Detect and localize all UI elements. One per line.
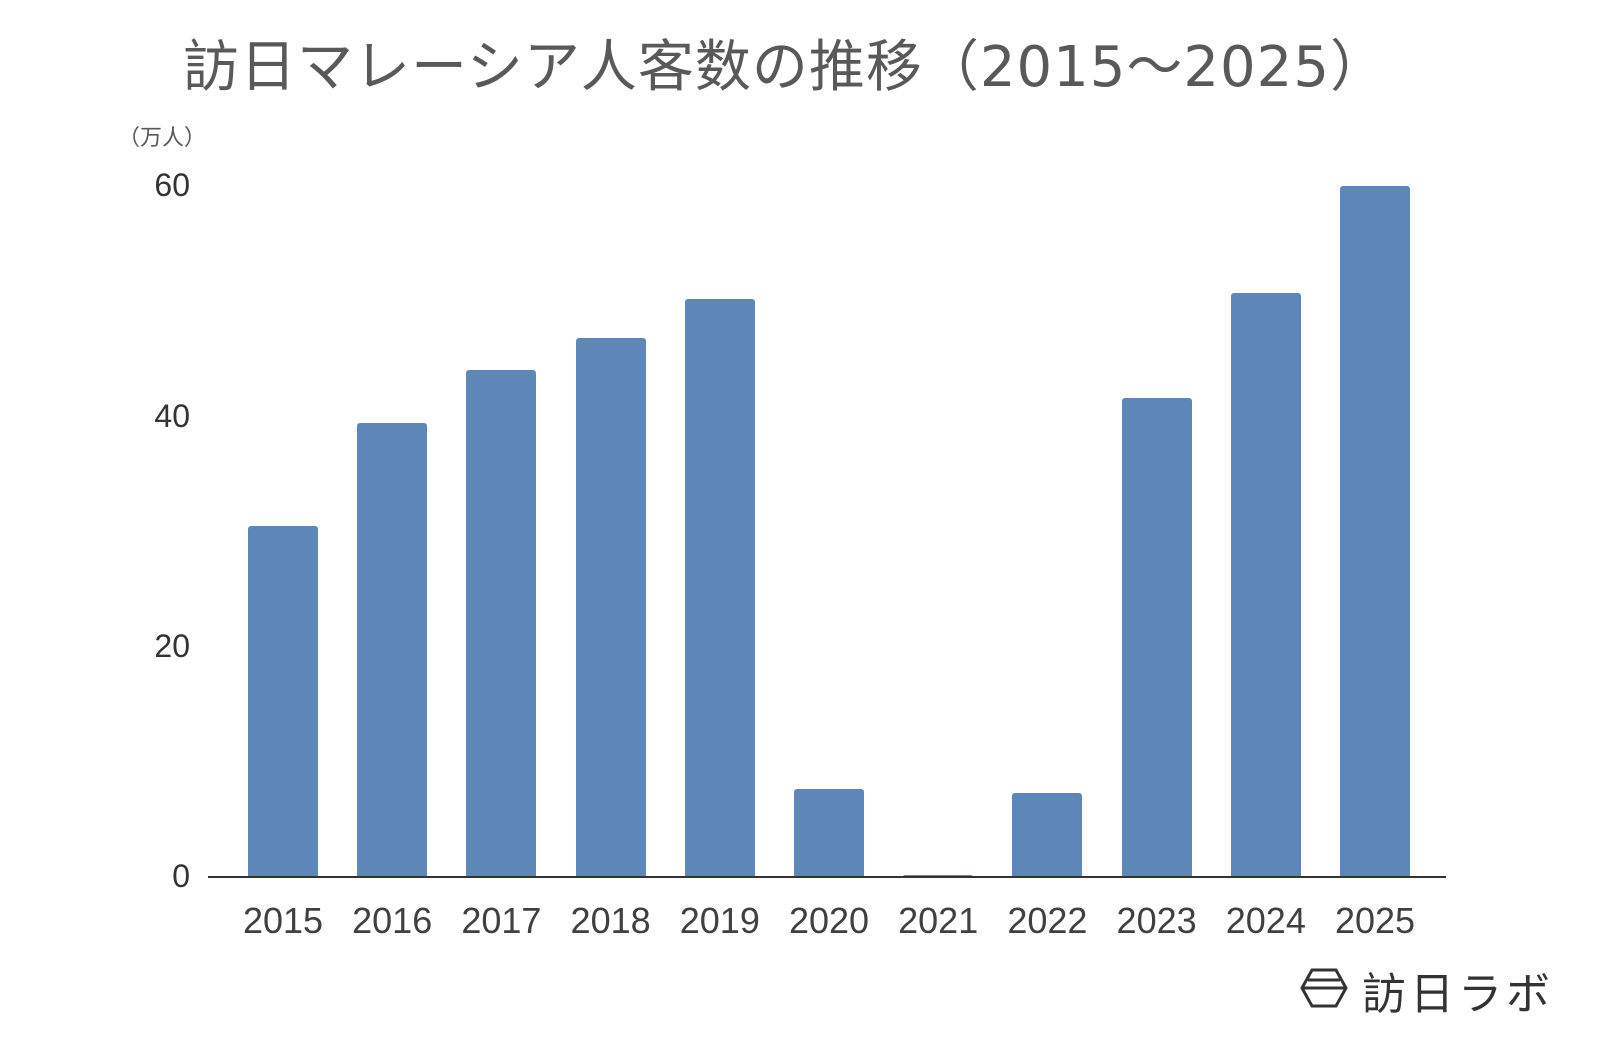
x-tick-2017: 2017 [461,900,542,941]
x-tick-2020: 2020 [788,900,870,941]
x-tick-2015: 2015 [242,900,324,941]
bar-2015 [248,525,318,877]
y-tick-60: 60 [154,167,190,203]
bar-2025 [1340,186,1410,877]
x-axis-line [208,876,1446,878]
bar-2016 [357,423,428,877]
x-tick-2018: 2018 [570,900,651,941]
x-tick-2022: 2022 [1007,900,1088,941]
x-tick-2024: 2024 [1225,900,1306,941]
x-tick-2025: 2025 [1334,900,1416,941]
bar-2020 [794,789,864,877]
bar-2023 [1121,397,1192,877]
bar-2019 [684,298,755,877]
bar-2017 [466,370,537,877]
x-tick-2019: 2019 [679,900,760,941]
chart-title: 訪日マレーシア人客数の推移（2015〜2025） [183,35,1387,100]
brand-name: 訪日ラボ [1362,969,1554,1020]
y-tick-0: 0 [172,858,190,894]
y-axis-unit-label: （万人） [118,126,207,151]
bar-2022 [1012,792,1083,877]
x-tick-2016: 2016 [352,900,433,941]
y-tick-40: 40 [154,398,190,434]
bar-2024 [1230,293,1301,877]
x-tick-2023: 2023 [1116,900,1197,941]
x-tick-2021: 2021 [898,900,979,941]
bar-2018 [575,338,646,877]
bar-2021 [903,874,974,877]
hexagon-logo-icon [1300,967,1348,1013]
brand-logo: 訪日ラボ [1300,958,1554,1022]
y-tick-20: 20 [154,628,190,664]
